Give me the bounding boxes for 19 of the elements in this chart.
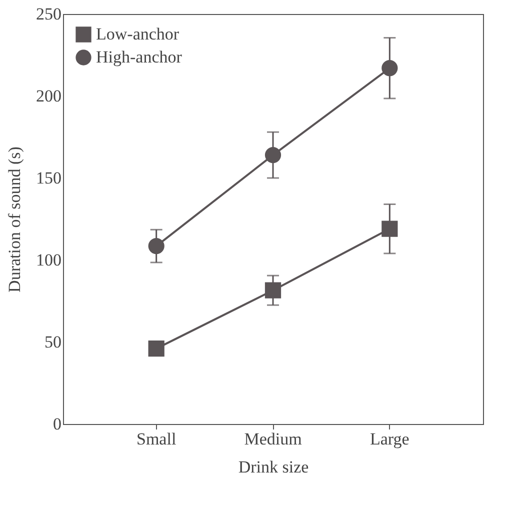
- y-tick-label: 150: [36, 168, 62, 188]
- y-tick-label: 50: [44, 332, 62, 352]
- point: [148, 340, 164, 357]
- point: [382, 60, 398, 76]
- point: [148, 238, 164, 254]
- legend-label: Low-anchor: [96, 24, 180, 44]
- y-axis-title: Duration of sound (s): [5, 146, 24, 292]
- point: [264, 282, 282, 298]
- y-tick-label: 100: [36, 250, 62, 270]
- y-tick-label: 250: [36, 4, 62, 24]
- x-axis-title: Drink size: [238, 458, 309, 476]
- y-tick-label: 200: [36, 86, 62, 106]
- point: [264, 146, 282, 164]
- legend-label: High-anchor: [96, 48, 182, 66]
- y-tick-label: 0: [53, 414, 62, 434]
- x-tick-label: Medium: [244, 430, 302, 448]
- x-tick-label: Large: [370, 430, 410, 448]
- point: [382, 220, 398, 237]
- x-tick-label: Small: [136, 430, 176, 448]
